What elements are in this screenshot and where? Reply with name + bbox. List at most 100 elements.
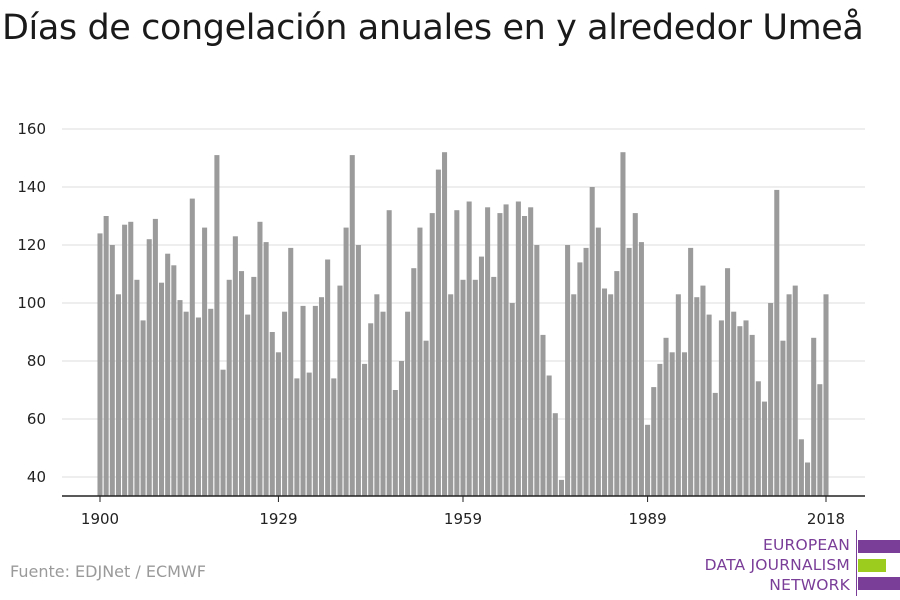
bar-1985 <box>620 152 626 496</box>
bar-1941 <box>349 155 355 496</box>
bar-1991 <box>657 363 663 496</box>
bar-1953 <box>423 340 429 496</box>
bar-1955 <box>435 169 441 496</box>
bar-1933 <box>300 305 306 496</box>
bar-1965 <box>497 213 503 496</box>
bar-1906 <box>134 279 140 496</box>
bar-1932 <box>294 378 300 496</box>
logo-text-line-1: EUROPEAN <box>762 536 850 554</box>
bar-1954 <box>429 213 435 496</box>
bar-2000 <box>712 392 718 496</box>
bar-1998 <box>700 285 706 496</box>
bar-1940 <box>343 227 349 496</box>
bar-1970 <box>528 207 534 497</box>
bar-1974 <box>552 413 558 496</box>
bar-1945 <box>374 294 380 496</box>
bar-2017 <box>817 384 823 496</box>
edjnet-logo: EUROPEAN DATA JOURNALISM NETWORK <box>650 530 900 596</box>
bar-1904 <box>122 224 128 496</box>
bar-1944 <box>368 323 374 496</box>
bar-1973 <box>546 375 552 496</box>
bar-1937 <box>325 259 331 496</box>
bar-1926 <box>257 221 263 497</box>
x-tick-label: 1989 <box>628 510 666 528</box>
bar-1987 <box>632 213 638 496</box>
x-tick-label: 2018 <box>807 510 845 528</box>
bar-2010 <box>774 189 780 496</box>
bar-1911 <box>165 253 171 496</box>
bar-1920 <box>220 369 226 496</box>
bar-1999 <box>706 314 712 496</box>
bar-1981 <box>595 227 601 496</box>
bar-1996 <box>688 247 694 496</box>
bar-1988 <box>638 242 644 496</box>
bar-1997 <box>694 297 700 496</box>
bar-1983 <box>608 294 614 496</box>
bar-1922 <box>232 236 238 497</box>
bar-1942 <box>355 245 361 496</box>
bar-1916 <box>195 317 201 496</box>
bar-1908 <box>146 239 152 496</box>
bar-1956 <box>442 152 448 496</box>
bar-1964 <box>491 276 497 496</box>
chart-title: Días de congelación anuales en y alreded… <box>2 8 864 48</box>
x-tick-label: 1959 <box>444 510 482 528</box>
bar-1990 <box>651 387 657 496</box>
bar-2018 <box>823 294 829 496</box>
y-tick-label: 120 <box>17 236 46 254</box>
bar-1967 <box>509 303 515 496</box>
bar-2015 <box>805 462 811 496</box>
bar-1914 <box>183 311 189 496</box>
logo-divider <box>856 530 857 596</box>
bar-2008 <box>761 401 767 496</box>
bar-1961 <box>472 279 478 496</box>
bar-1986 <box>626 247 632 496</box>
bar-1968 <box>515 201 521 496</box>
y-tick-label: 160 <box>17 120 46 138</box>
bar-1907 <box>140 320 146 496</box>
bar-1929 <box>275 352 281 496</box>
bar-1989 <box>645 424 651 496</box>
bar-1928 <box>269 332 275 496</box>
bar-1923 <box>238 271 245 496</box>
bar-1975 <box>558 479 564 496</box>
bar-1927 <box>263 242 269 496</box>
bar-1935 <box>312 305 318 496</box>
bar-2001 <box>718 320 724 496</box>
bar-1931 <box>288 247 294 496</box>
bar-1992 <box>663 337 669 496</box>
bar-1952 <box>417 227 423 496</box>
bar-1969 <box>522 216 528 496</box>
bar-2012 <box>786 294 792 496</box>
bar-1936 <box>318 297 325 496</box>
bar-1918 <box>208 308 214 496</box>
bars <box>97 152 829 497</box>
bar-1995 <box>681 352 688 496</box>
source-note: Fuente: EDJNet / ECMWF <box>10 562 206 581</box>
bar-1943 <box>362 363 368 496</box>
bar-1912 <box>171 265 177 496</box>
x-tick-label: 1929 <box>259 510 297 528</box>
bar-1971 <box>534 245 540 496</box>
bar-1980 <box>589 187 595 496</box>
bar-1984 <box>614 271 620 496</box>
bar-1962 <box>478 256 484 496</box>
bar-1976 <box>565 245 571 496</box>
bar-1934 <box>306 372 312 496</box>
bar-2009 <box>768 303 774 496</box>
bar-1917 <box>202 227 208 496</box>
y-tick-label: 40 <box>27 468 46 486</box>
logo-bar-top <box>858 540 900 553</box>
y-tick-label: 80 <box>27 352 46 370</box>
bar-2002 <box>725 268 731 496</box>
bar-1959 <box>460 279 466 496</box>
bar-1972 <box>540 334 546 496</box>
logo-bar-bottom <box>858 577 900 590</box>
bar-1978 <box>577 262 583 496</box>
bar-2007 <box>755 381 761 496</box>
bar-2005 <box>743 320 749 496</box>
bar-2016 <box>811 337 817 496</box>
bar-1963 <box>485 207 491 497</box>
bar-1979 <box>583 247 589 496</box>
bar-1913 <box>177 300 183 496</box>
